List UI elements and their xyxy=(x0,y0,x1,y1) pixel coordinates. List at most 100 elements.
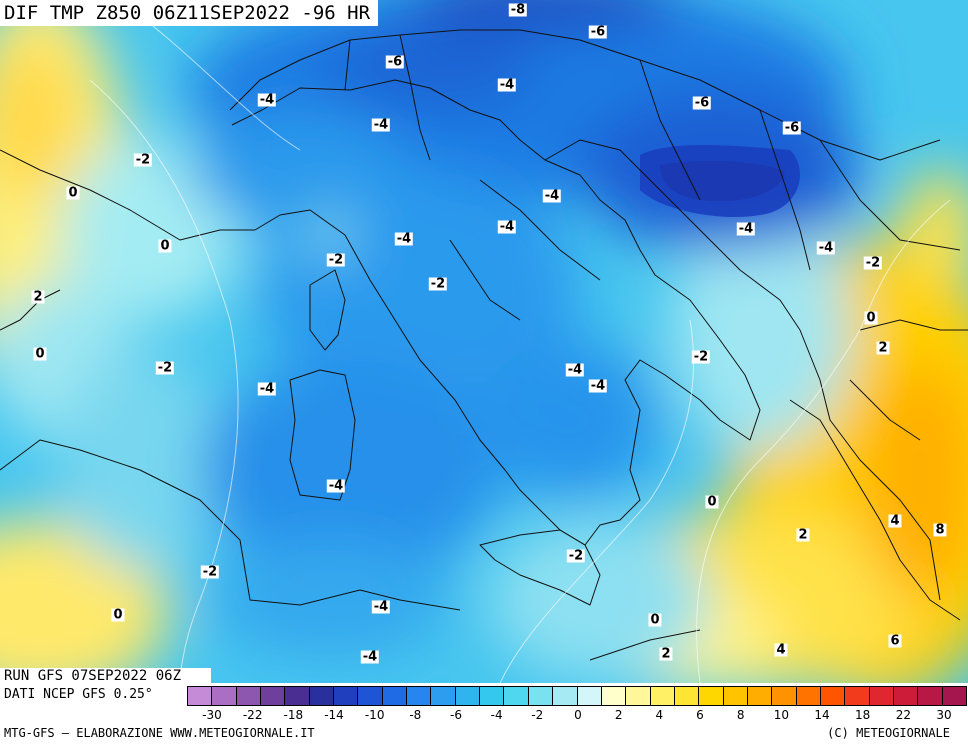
colorbar-segment xyxy=(796,687,821,705)
contour-label: -6 xyxy=(782,120,802,136)
colorbar-tick-label: -4 xyxy=(490,708,503,722)
colorbar-segment xyxy=(528,687,554,705)
contour-label: -2 xyxy=(200,564,220,580)
colorbar-segment xyxy=(553,687,578,705)
run-label: RUN GFS 07SEP2022 06Z xyxy=(0,668,212,684)
contour-label: -4 xyxy=(542,188,562,204)
colorbar-segment xyxy=(820,687,846,705)
colorbar-segment xyxy=(893,687,919,705)
contour-label: -2 xyxy=(155,360,175,376)
contour-label: -2 xyxy=(863,255,883,271)
colorbar-tick-label: -6 xyxy=(450,708,462,722)
colorbar-segment xyxy=(212,687,237,705)
colorbar-tick-label: -18 xyxy=(283,708,304,722)
colorbar-segment xyxy=(285,687,310,705)
contour-label: -4 xyxy=(394,231,414,247)
colorbar-tick-label: 22 xyxy=(895,708,911,722)
colorbar xyxy=(187,686,967,706)
colorbar-segment xyxy=(334,687,359,705)
contour-label: -4 xyxy=(371,599,391,615)
colorbar-tick-label: 2 xyxy=(614,708,623,722)
contour-label: -4 xyxy=(360,649,380,665)
contour-label: 0 xyxy=(111,607,125,623)
contour-label: -6 xyxy=(385,54,405,70)
contour-label: -2 xyxy=(691,349,711,365)
contour-label: 0 xyxy=(864,310,878,326)
contour-label: -4 xyxy=(736,221,756,237)
colorbar-segment xyxy=(261,687,286,705)
contour-label: -4 xyxy=(497,77,517,93)
contour-label: 2 xyxy=(31,289,45,305)
contour-label: -4 xyxy=(371,117,391,133)
contour-label: 0 xyxy=(66,185,80,201)
colorbar-segment xyxy=(431,687,456,705)
colorbar-segment xyxy=(358,687,383,705)
contour-label: 6 xyxy=(888,633,902,649)
data-source: DATI NCEP GFS 0.25° xyxy=(4,687,153,702)
temperature-anomaly-map xyxy=(0,0,968,683)
colorbar-segment xyxy=(236,687,262,705)
colorbar-tick-label: -2 xyxy=(531,708,544,722)
contour-label: 4 xyxy=(774,642,788,658)
contour-label: -8 xyxy=(508,2,528,18)
contour-label: 0 xyxy=(33,346,47,362)
contour-label: -4 xyxy=(816,240,836,256)
contour-label: 2 xyxy=(876,340,890,356)
colorbar-tick-label: 18 xyxy=(855,708,871,722)
colorbar-tick-label: 0 xyxy=(574,708,582,722)
colorbar-segment xyxy=(407,687,432,705)
colorbar-tick-label: 4 xyxy=(655,708,664,722)
footer-credit: MTG-GFS – ELABORAZIONE WWW.METEOGIORNALE… xyxy=(4,726,315,740)
colorbar-segment xyxy=(674,687,700,705)
contour-label: -4 xyxy=(588,378,608,394)
colorbar-tick-label: 14 xyxy=(814,708,830,722)
colorbar-segment xyxy=(723,687,748,705)
colorbar-segment xyxy=(772,687,797,705)
contour-label: -4 xyxy=(257,381,277,397)
contour-label: -4 xyxy=(257,92,277,108)
footer-copyright: (C) METEOGIORNALE xyxy=(827,726,950,740)
contour-label: -4 xyxy=(565,362,585,378)
contour-label: 8 xyxy=(933,522,947,538)
colorbar-segment xyxy=(309,687,335,705)
contour-label: -2 xyxy=(133,152,153,168)
map-title: DIF TMP Z850 06Z11SEP2022 -96 HR xyxy=(0,0,379,26)
colorbar-tick-label: -22 xyxy=(242,708,263,722)
colorbar-tick-label: 30 xyxy=(936,708,952,722)
contour-label: 2 xyxy=(796,527,810,543)
contour-label: 0 xyxy=(705,494,719,510)
colorbar-segment xyxy=(480,687,505,705)
contour-label: -6 xyxy=(692,95,712,111)
contour-label: -2 xyxy=(428,276,448,292)
contour-label: -6 xyxy=(588,24,608,40)
colorbar-tick-label: 10 xyxy=(773,708,789,722)
colorbar-segment xyxy=(188,687,213,705)
contour-label: -2 xyxy=(326,252,346,268)
contour-label: -4 xyxy=(326,478,346,494)
colorbar-segment xyxy=(577,687,602,705)
colorbar-segment xyxy=(918,687,943,705)
colorbar-tick-label: 8 xyxy=(736,708,745,722)
colorbar-segment xyxy=(382,687,408,705)
contour-label: 0 xyxy=(648,612,662,628)
colorbar-tick-label: -10 xyxy=(364,708,385,722)
contour-label: -2 xyxy=(566,548,586,564)
contour-label: 2 xyxy=(659,646,673,662)
colorbar-segment xyxy=(455,687,481,705)
colorbar-tick-label: -30 xyxy=(202,708,222,722)
colorbar-segment xyxy=(650,687,675,705)
colorbar-segment xyxy=(626,687,651,705)
colorbar-tick-label: 6 xyxy=(696,708,704,722)
colorbar-tick-label: -14 xyxy=(324,708,344,722)
colorbar-segment xyxy=(504,687,529,705)
colorbar-segment xyxy=(747,687,773,705)
colorbar-segment xyxy=(869,687,894,705)
colorbar-tick-label: -8 xyxy=(409,708,422,722)
contour-label: 4 xyxy=(888,513,902,529)
colorbar-segment xyxy=(699,687,724,705)
colorbar-segment xyxy=(845,687,870,705)
colorbar-segment xyxy=(942,687,966,705)
colorbar-segment xyxy=(601,687,627,705)
contour-label: -4 xyxy=(497,219,517,235)
